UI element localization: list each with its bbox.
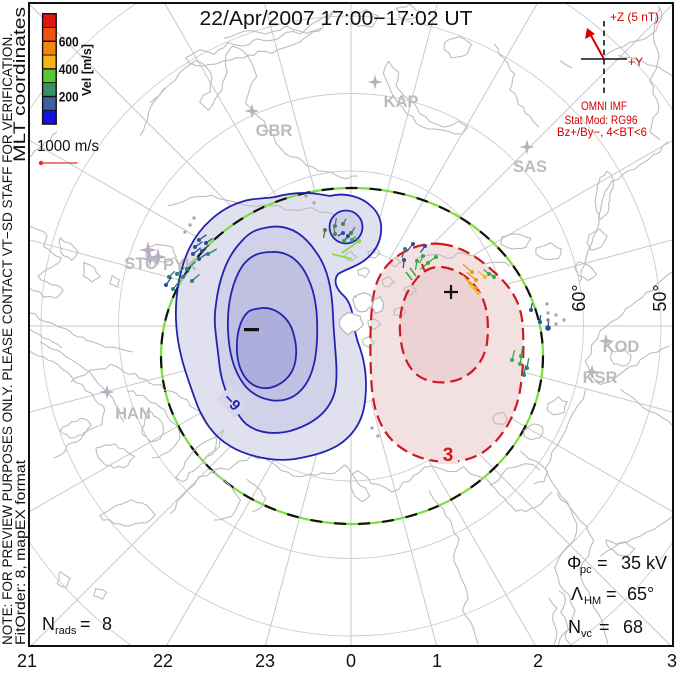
svg-text:Nrads=8: Nrads = 8 — [42, 614, 112, 637]
svg-text:+Y: +Y — [628, 55, 643, 69]
svg-text:Vel [m/s]: Vel [m/s] — [79, 44, 94, 96]
svg-text:400: 400 — [59, 62, 79, 77]
svg-text:600: 600 — [59, 34, 79, 49]
svg-text:0: 0 — [346, 651, 356, 671]
svg-text:KSR: KSR — [583, 369, 618, 387]
svg-text:GBR: GBR — [256, 122, 293, 140]
svg-text:200: 200 — [59, 90, 79, 105]
svg-text:1: 1 — [432, 651, 442, 671]
svg-text:FitOrder: 8, mapEX format: FitOrder: 8, mapEX format — [13, 460, 28, 645]
svg-text:ΛHM=65°: ΛHM = 65° — [571, 584, 654, 607]
svg-text:21: 21 — [17, 651, 37, 671]
svg-text:Nvc=68: Nvc = 68 — [568, 617, 643, 640]
svg-text:Φpc=35 kV: Φpc = 35 kV — [567, 553, 667, 576]
svg-text:3: 3 — [667, 651, 677, 671]
svg-text:SAS: SAS — [513, 158, 547, 176]
svg-text:50°: 50° — [650, 284, 670, 311]
svg-text:22: 22 — [153, 651, 173, 671]
svg-text:KOD: KOD — [603, 338, 640, 356]
svg-text:22/Apr/2007 17:00−17:02 UT: 22/Apr/2007 17:00−17:02 UT — [200, 8, 473, 30]
svg-text:NOTE: FOR PREVIEW PURPOSES ONL: NOTE: FOR PREVIEW PURPOSES ONLY. PLEASE … — [0, 33, 15, 645]
svg-text:OMNI IMF: OMNI IMF — [581, 99, 627, 113]
svg-text:KAP: KAP — [384, 93, 419, 111]
svg-text:Bz+/By−, 4<BT<6: Bz+/By−, 4<BT<6 — [557, 125, 647, 139]
svg-text:2: 2 — [533, 651, 543, 671]
svg-text:+Z (5 nT): +Z (5 nT) — [610, 10, 659, 24]
svg-text:Stat Mod: RG96: Stat Mod: RG96 — [565, 113, 638, 127]
svg-text:HAN: HAN — [115, 405, 151, 423]
svg-text:60°: 60° — [569, 284, 589, 311]
svg-text:STO: STO — [124, 255, 158, 273]
svg-text:MLT coordinates: MLT coordinates — [10, 7, 29, 162]
svg-text:23: 23 — [255, 651, 275, 671]
svg-text:1000 m/s: 1000 m/s — [37, 138, 99, 155]
svg-text:3: 3 — [443, 445, 454, 466]
